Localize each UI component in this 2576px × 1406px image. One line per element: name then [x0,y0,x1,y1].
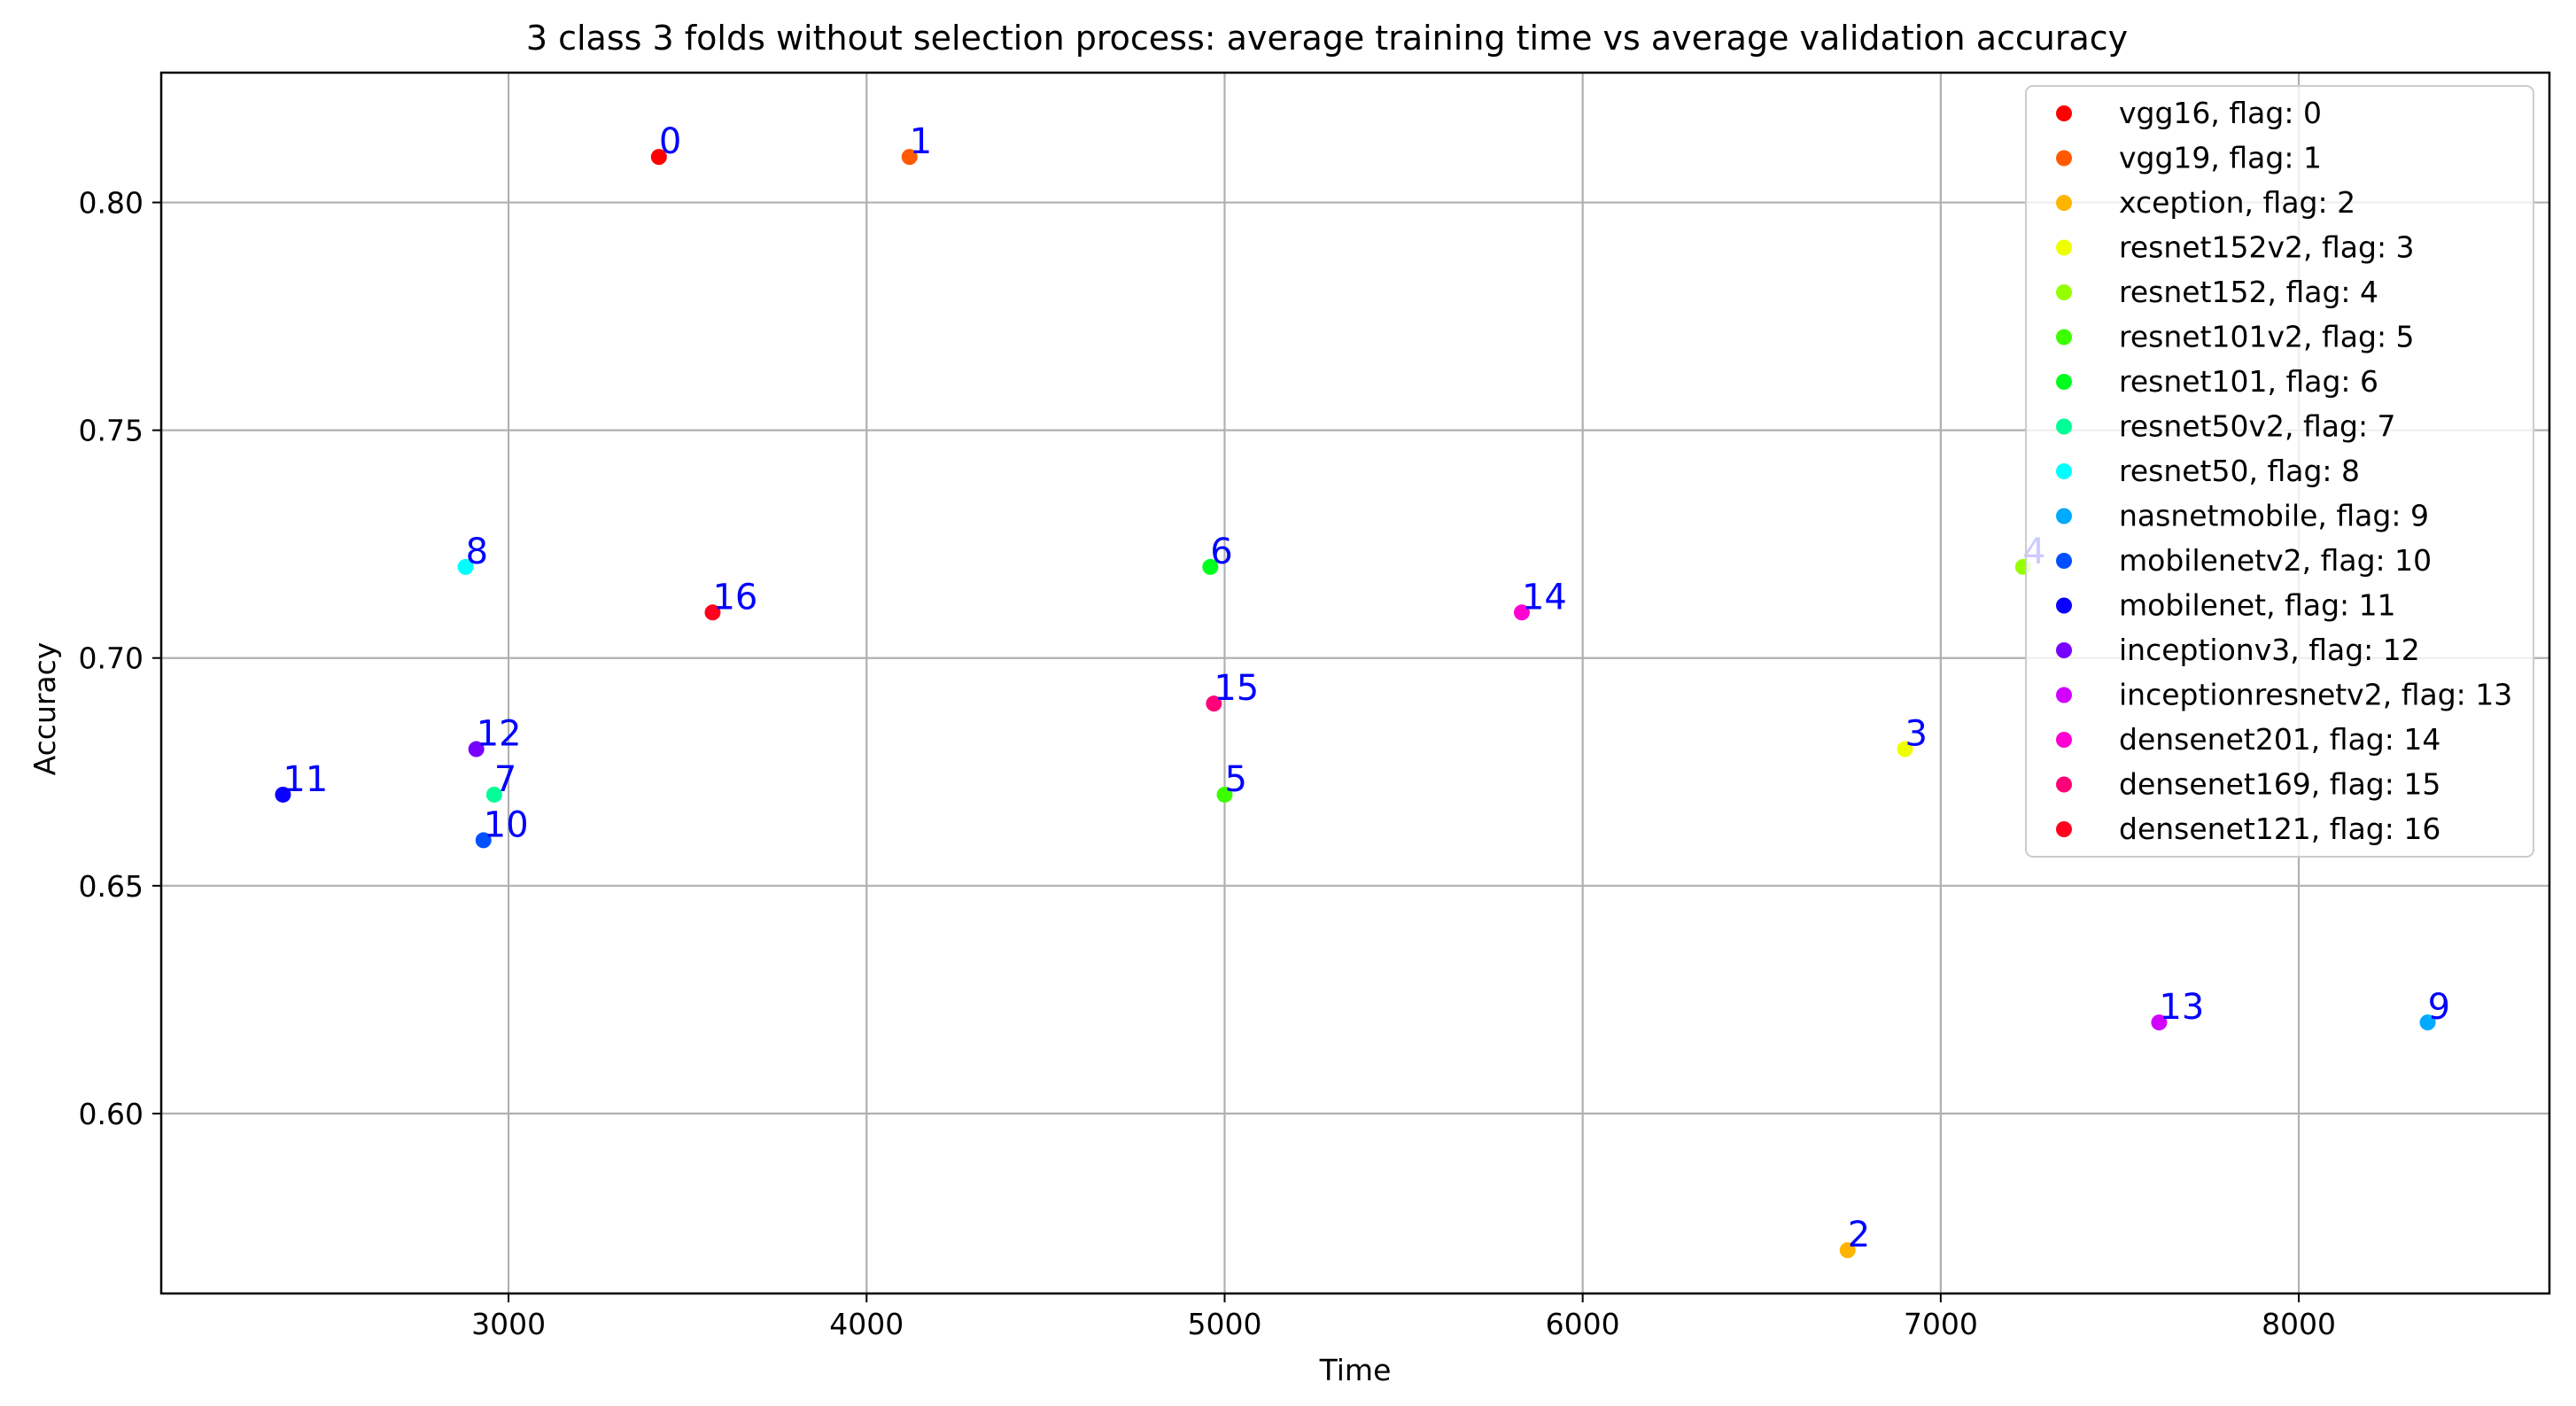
data-point [704,604,721,621]
axis-ticks: 3000 4000 5000 6000 7000 8000 0.60 0.65 0.70 0.75… [79,186,2337,1341]
x-tick-label: 8000 [2262,1307,2336,1341]
y-tick-label: 0.60 [79,1097,144,1131]
legend-entry: resnet50, flag: 8 [2119,454,2360,488]
legend-marker [2056,284,2072,300]
legend-marker [2056,687,2072,703]
point-label: 9 [2428,987,2450,1028]
point-label: 8 [466,532,488,572]
y-tick-label: 0.75 [79,414,144,448]
legend-entry: vgg16, flag: 0 [2119,96,2322,130]
legend-entry: vgg19, flag: 1 [2119,141,2322,175]
legend-marker [2056,642,2072,658]
data-point [275,786,291,803]
legend-box [2025,85,2534,858]
data-point [485,786,502,803]
point-label: 6 [1210,532,1232,572]
point-label: 1 [910,121,932,162]
legend-marker [2056,329,2072,346]
legend-entry: resnet152v2, flag: 3 [2119,230,2415,265]
plot-frame [159,71,2551,1295]
point-label: 7 [494,759,516,800]
data-point [1897,741,1913,757]
legend-marker [2056,150,2072,167]
x-axis-label: Time [1319,1353,1392,1387]
point-label: 14 [1522,577,1567,618]
legend-entry: nasnetmobile, flag: 9 [2119,499,2429,533]
legend-marker [2056,776,2072,793]
point-label: 12 [477,714,522,755]
legend-marker [2056,374,2072,390]
x-tick-label: 6000 [1546,1307,1620,1341]
data-point [475,832,492,849]
y-tick-label: 0.65 [79,869,144,904]
legend-entry: mobilenetv2, flag: 10 [2119,543,2432,578]
point-label: 5 [1224,759,1246,800]
legend: vgg16, flag: 0 vgg19, flag: 1 xception, fl… [2025,85,2534,858]
point-label: 0 [659,121,681,162]
chart-title: 3 class 3 folds without selection proces… [526,19,2128,58]
legend-entry: xception, flag: 2 [2119,185,2355,220]
data-point [901,149,918,166]
data-point [1206,695,1222,712]
y-tick-label: 0.80 [79,186,144,221]
data-point [1216,786,1233,803]
point-label: 15 [1214,668,1259,709]
legend-marker [2056,463,2072,479]
data-point [1202,558,1219,575]
data-point [468,741,485,757]
point-label: 10 [484,804,529,845]
legend-marker [2056,508,2072,524]
legend-entry: resnet152, flag: 4 [2119,275,2378,309]
legend-entry: resnet50v2, flag: 7 [2119,409,2396,444]
data-points: 012345678910111213141516 [275,121,2450,1259]
legend-entry: densenet201, flag: 14 [2119,722,2440,757]
x-tick-label: 3000 [471,1307,546,1341]
point-label: 3 [1905,714,1927,755]
legend-entry: resnet101, flag: 6 [2119,364,2378,399]
legend-marker [2056,597,2072,614]
legend-marker [2056,418,2072,435]
data-point [457,558,474,575]
data-point [2151,1014,2168,1031]
point-label: 13 [2159,987,2204,1028]
legend-marker [2056,821,2072,837]
legend-marker [2056,553,2072,569]
legend-entry: mobilenet, flag: 11 [2119,588,2396,623]
legend-marker [2056,195,2072,211]
legend-entry: inceptionv3, flag: 12 [2119,633,2420,667]
legend-entry: inceptionresnetv2, flag: 13 [2119,678,2512,712]
legend-entry: densenet121, flag: 16 [2119,812,2440,846]
data-point [2419,1014,2436,1031]
legend-marker [2056,239,2072,256]
x-tick-label: 5000 [1187,1307,1261,1341]
point-label: 16 [712,577,757,618]
data-point [1839,1242,1856,1259]
point-label: 11 [283,759,328,800]
x-tick-label: 7000 [1904,1307,1978,1341]
y-tick-label: 0.70 [79,641,144,676]
y-axis-label: Accuracy [27,642,62,776]
data-point [650,149,667,166]
point-label: 2 [1848,1215,1870,1255]
legend-marker [2056,105,2072,121]
data-point [1513,604,1530,621]
legend-marker [2056,732,2072,748]
legend-entry: resnet101v2, flag: 5 [2119,320,2415,354]
legend-entry: densenet169, flag: 15 [2119,767,2440,802]
x-tick-label: 4000 [829,1307,904,1341]
